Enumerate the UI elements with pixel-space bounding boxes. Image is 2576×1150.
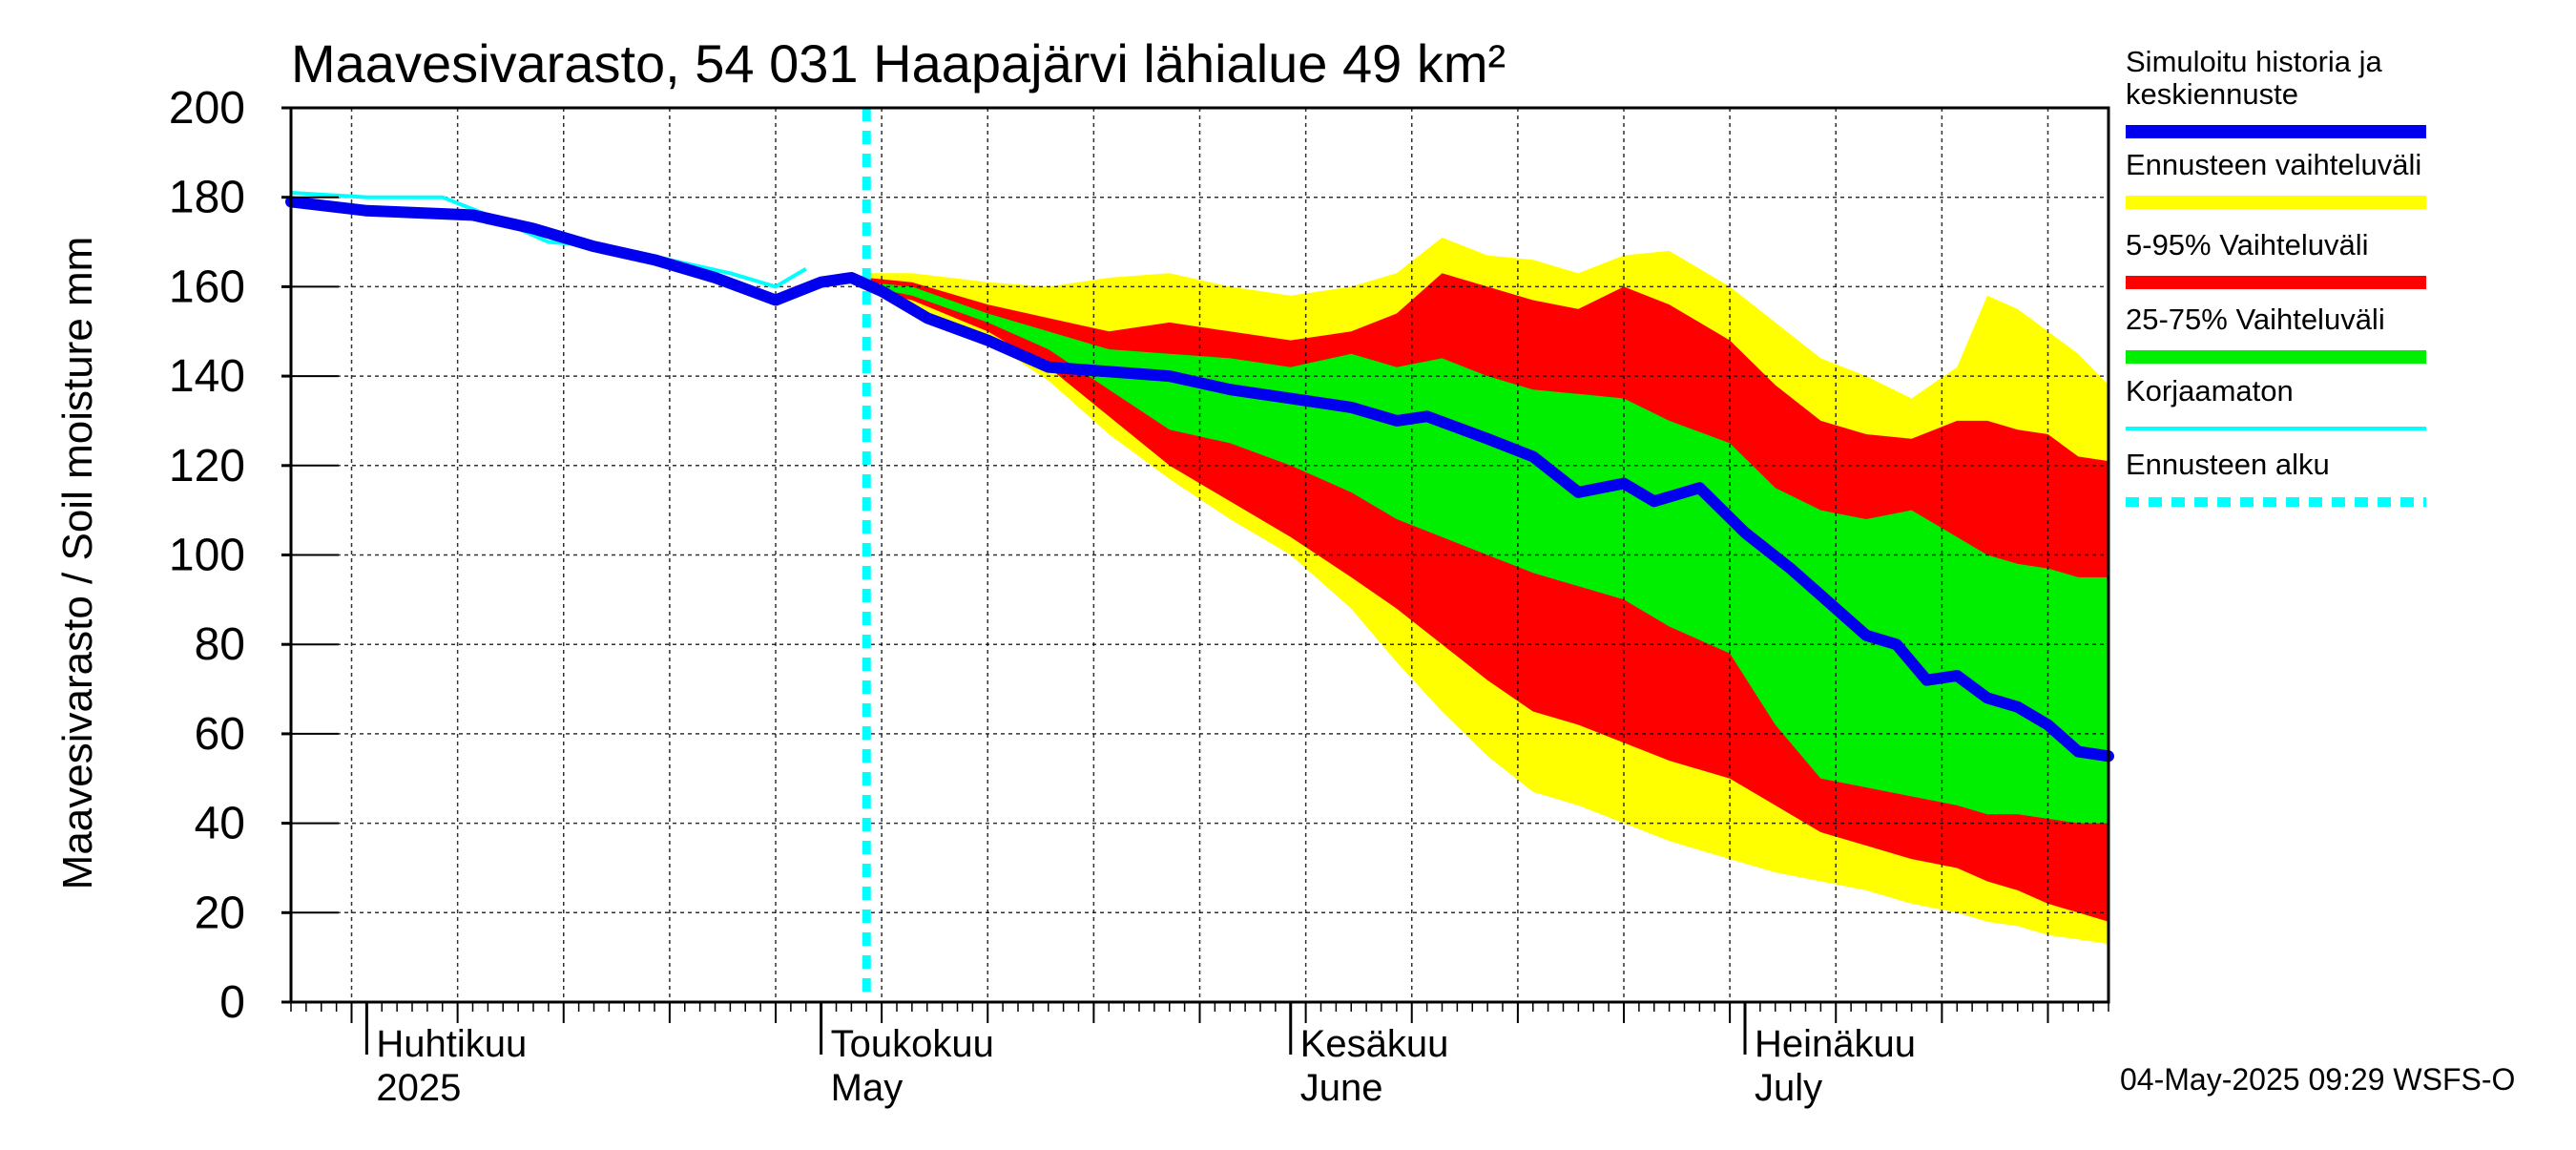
y-tick-label: 200	[169, 83, 245, 134]
month-sublabel: 2025	[376, 1067, 461, 1109]
month-sublabel: June	[1300, 1067, 1383, 1109]
y-tick-label: 180	[169, 173, 245, 223]
y-tick-label: 20	[195, 888, 245, 938]
legend-label: 25-75% Vaihteluväli	[2126, 303, 2385, 336]
series-mean	[285, 196, 2114, 763]
series-lines	[285, 108, 2114, 1002]
band-5-95	[866, 273, 2109, 922]
legend-label: Ennusteen alku	[2126, 448, 2330, 481]
month-sublabel: July	[1755, 1067, 1822, 1109]
legend-label: Korjaamaton	[2126, 374, 2294, 408]
y-tick-label: 160	[169, 261, 245, 312]
month-label: Heinäkuu	[1755, 1023, 1916, 1065]
month-label: Huhtikuu	[376, 1023, 527, 1065]
y-tick-label: 120	[169, 441, 245, 491]
y-tick-label: 140	[169, 351, 245, 402]
legend-label: Ennusteen vaihteluväli	[2126, 148, 2421, 181]
y-tick-label: 40	[195, 799, 245, 849]
y-tick-label: 80	[195, 619, 245, 670]
month-label: Toukokuu	[831, 1023, 994, 1065]
y-axis-label: Maavesivarasto / Soil moisture mm	[54, 237, 101, 890]
y-tick-label: 0	[219, 977, 245, 1028]
legend-label: Simuloitu historia ja	[2126, 45, 2383, 78]
footer-timestamp: 04-May-2025 09:29 WSFS-O	[2120, 1062, 2515, 1097]
forecast-bands	[866, 237, 2109, 945]
grid-lines	[291, 108, 2109, 1002]
band-25-75	[866, 282, 2109, 824]
month-label: Kesäkuu	[1300, 1023, 1449, 1065]
legend-label: keskiennuste	[2126, 77, 2298, 111]
legend-label: 5-95% Vaihteluväli	[2126, 228, 2368, 261]
chart-title: Maavesivarasto, 54 031 Haapajärvi lähial…	[291, 33, 1506, 94]
y-tick-label: 100	[169, 531, 245, 581]
month-sublabel: May	[831, 1067, 904, 1109]
y-tick-label: 60	[195, 709, 245, 760]
